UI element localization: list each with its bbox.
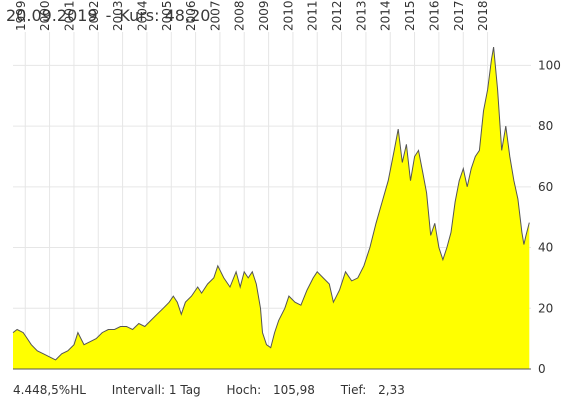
hl-stat: 4.448,5%HL	[13, 383, 86, 397]
y-tick-label: 20	[538, 301, 553, 315]
high-label: Hoch:	[226, 383, 262, 397]
chart-header: 20.09.2019- Kurs: 48,20	[6, 6, 210, 25]
high-value: 105,98	[272, 383, 315, 397]
x-tick-label: 2009	[257, 0, 271, 31]
y-tick-label: 100	[538, 58, 561, 72]
interval-stat: Intervall: 1 Tag	[111, 383, 201, 397]
x-tick-label: 1999	[14, 0, 28, 31]
y-tick-label: 60	[538, 180, 553, 194]
x-tick-label: 2012	[330, 0, 344, 31]
low-label: Tief:	[340, 383, 367, 397]
x-tick-label: 2004	[135, 0, 149, 31]
quote-price: Kurs: 48,20	[119, 6, 211, 25]
y-tick-label: 80	[538, 119, 553, 133]
x-axis-ticks: 1999 2000 2001 2002 2003 2004 2005 2006 2007 2008…	[14, 0, 490, 31]
x-tick-label: 2003	[111, 0, 125, 31]
low-value: 2,33	[378, 383, 405, 397]
x-tick-label: 2013	[354, 0, 368, 31]
x-tick-label: 2005	[160, 0, 174, 31]
x-tick-label: 2010	[281, 0, 295, 31]
x-tick-label: 2008	[233, 0, 247, 31]
price-area	[13, 47, 530, 369]
price-line	[12, 47, 530, 361]
x-tick-label: 2018	[476, 0, 490, 31]
x-tick-label: 2006	[184, 0, 198, 31]
header-separator: -	[105, 6, 112, 25]
y-tick-label: 0	[538, 362, 546, 376]
x-tick-label: 2015	[403, 0, 417, 31]
x-tick-label: 2001	[62, 0, 76, 31]
x-tick-label: 2017	[452, 0, 466, 31]
x-tick-label: 2016	[427, 0, 441, 31]
x-tick-label: 2011	[306, 0, 320, 31]
quote-date: 20.09.2019	[6, 6, 98, 25]
x-tick-label: 2002	[87, 0, 101, 31]
x-tick-label: 2000	[38, 0, 52, 31]
x-tick-label: 2014	[379, 0, 393, 31]
chart-footer: 4.448,5%HL Intervall: 1 Tag Hoch: 105,98…	[13, 383, 405, 397]
y-tick-label: 40	[538, 241, 553, 255]
x-tick-label: 2007	[208, 0, 222, 31]
y-axis-ticks: 0 20 40 60 80 100	[538, 58, 561, 376]
